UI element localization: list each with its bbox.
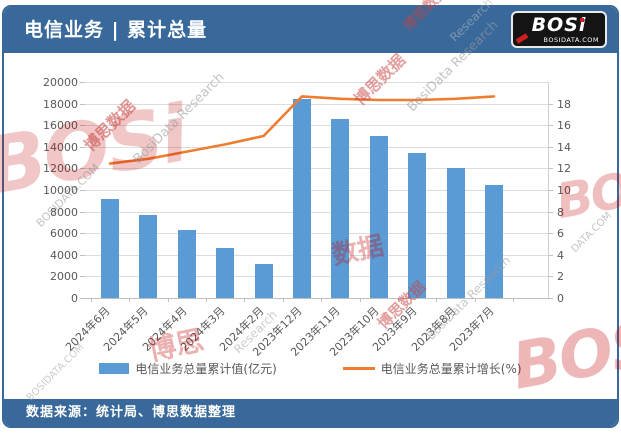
secondary-y-axis-tick <box>548 233 553 235</box>
bar-2023年9月 <box>408 152 427 298</box>
logo-i-dot <box>580 18 584 22</box>
y-axis-tick <box>80 254 85 256</box>
bar-2024年3月 <box>216 248 235 298</box>
y-axis-tick-label: 18000 <box>43 97 78 111</box>
secondary-y-axis-tick-label: 0 <box>557 292 564 305</box>
bar-2024年4月 <box>177 230 196 298</box>
bar-2023年11月 <box>331 118 350 298</box>
x-axis-tick <box>90 298 92 302</box>
secondary-y-axis-tick-label: 14 <box>557 140 571 154</box>
secondary-y-axis-tick-label: 8 <box>557 205 564 219</box>
bar-2023年7月 <box>485 185 503 298</box>
y-axis-tick <box>80 125 85 127</box>
bosi-logo: BOSi BOSIDATA.COM <box>511 11 607 48</box>
x-axis-tick <box>167 298 169 302</box>
secondary-y-axis-tick <box>548 103 553 105</box>
x-axis-tick <box>474 298 476 302</box>
page-title: 电信业务 | 累计总量 <box>24 19 208 41</box>
y-axis-tick <box>80 233 85 235</box>
bosi-logo-domain: BOSIDATA.COM <box>543 36 599 44</box>
secondary-y-axis-tick-label: 16 <box>557 119 571 133</box>
y-axis-tick-label: 6000 <box>50 227 78 241</box>
secondary-y-axis-tick-label: 18 <box>557 97 571 111</box>
y-axis-tick-label: 2000 <box>50 270 78 284</box>
x-axis-tick <box>398 298 399 302</box>
y-axis-tick-label: 8000 <box>50 205 78 219</box>
y-axis-tick <box>80 168 85 170</box>
growth-line-series <box>108 95 496 165</box>
y-axis-tick-label: 12000 <box>43 162 78 176</box>
bar-2024年6月 <box>101 199 119 298</box>
bar-2023年12月 <box>293 99 311 298</box>
x-axis-tick <box>206 298 207 302</box>
x-axis-tick <box>436 298 438 302</box>
secondary-y-axis-tick <box>548 125 553 127</box>
x-axis-line <box>85 298 548 299</box>
secondary-y-axis-tick <box>548 254 553 256</box>
legend-label: 电信业务总量累计增长(%) <box>380 362 522 376</box>
y-axis-tick <box>80 190 85 191</box>
legend-item-bars: 电信业务总量累计值(亿元) <box>99 360 277 377</box>
x-axis-tick <box>513 298 515 302</box>
header-bar: 电信业务 | 累计总量 BOSi BOSIDATA.COM <box>4 7 617 53</box>
secondary-y-axis-tick <box>548 298 553 299</box>
y-axis-tick-label: 4000 <box>50 248 78 262</box>
footer-bar: 数据来源：统计局、博思数据整理 <box>4 399 617 426</box>
legend-swatch-icon <box>99 363 130 374</box>
bar-2024年5月 <box>139 215 158 298</box>
y-axis-tick-label: 16000 <box>43 119 78 133</box>
gridline <box>85 211 548 213</box>
secondary-y-axis-tick-label: 4 <box>557 248 564 262</box>
growth-line-path <box>108 95 496 165</box>
y-axis-tick <box>80 146 85 148</box>
gridline <box>85 168 548 170</box>
secondary-y-axis-tick <box>548 211 553 213</box>
y-axis-tick <box>80 82 85 83</box>
x-axis-tick <box>321 298 323 302</box>
y-axis-tick-label: 0 <box>71 292 78 305</box>
y-axis-tick <box>80 103 85 105</box>
legend-item-line: 电信业务总量累计增长(%) <box>342 360 522 377</box>
gridline <box>85 233 548 235</box>
legend-label: 电信业务总量累计值(亿元) <box>135 362 277 376</box>
x-axis-tick <box>244 298 246 302</box>
legend-swatch-icon <box>342 367 375 370</box>
secondary-y-axis-line <box>548 82 549 298</box>
bar-2024年2月 <box>254 264 273 298</box>
gridline <box>85 276 548 278</box>
y-axis-tick-label: 14000 <box>43 140 78 154</box>
gridline <box>85 103 548 105</box>
y-axis-tick-label: 20000 <box>43 76 78 89</box>
bar-2023年10月 <box>369 136 388 298</box>
secondary-y-axis-tick <box>548 190 553 191</box>
y-axis-tick <box>80 276 85 278</box>
x-axis-tick <box>129 298 131 302</box>
y-axis-tick <box>80 298 85 299</box>
gridline <box>85 254 548 256</box>
bar-2023年8月 <box>446 168 465 298</box>
y-axis-tick <box>80 211 85 213</box>
secondary-y-axis-tick <box>548 168 553 170</box>
x-axis-tick <box>359 298 361 302</box>
gridline <box>85 125 548 127</box>
chart-legend: 电信业务总量累计值(亿元) 电信业务总量累计增长(%) <box>0 360 621 377</box>
gridline <box>85 146 548 148</box>
secondary-y-axis-tick-label: 10 <box>557 184 571 197</box>
bosi-logo-text: BOSi <box>531 14 587 36</box>
y-axis-tick-label: 10000 <box>43 184 78 197</box>
gridline <box>85 190 548 191</box>
secondary-y-axis-tick-label: 12 <box>557 162 571 176</box>
secondary-y-axis-tick <box>548 146 553 148</box>
gridline <box>85 82 548 83</box>
x-axis-tick <box>282 298 284 302</box>
data-source-text: 数据来源：统计局、博思数据整理 <box>26 405 237 420</box>
secondary-y-axis-tick-label: 6 <box>557 227 564 241</box>
secondary-y-axis-tick <box>548 276 553 278</box>
secondary-y-axis-tick-label: 2 <box>557 270 564 284</box>
